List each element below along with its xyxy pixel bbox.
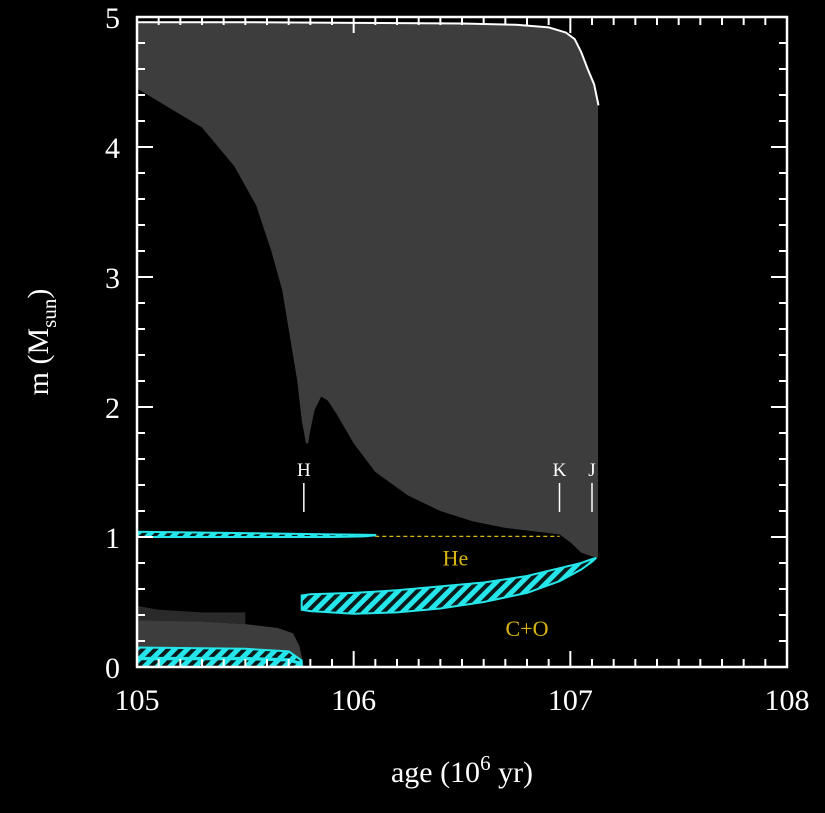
x-axis-title: age (106 yr): [391, 751, 533, 789]
region-label: C+O: [506, 616, 549, 641]
plot-area: [136, 21, 600, 668]
y-tick-label: 4: [105, 132, 120, 165]
axes: 105 106 107 108 0 1 2 3 4 5: [105, 2, 810, 717]
core-burning-band-upper: [136, 646, 303, 665]
y-tick-label: 1: [105, 522, 120, 555]
annotations: H K J He C+O: [297, 460, 596, 641]
y-axis-title: m (Msun): [22, 289, 61, 396]
he-burning-shell: [300, 556, 597, 615]
y-tick-label: 3: [105, 262, 120, 295]
stellar-mass-line: [137, 21, 600, 106]
region-label: He: [443, 546, 469, 571]
marker-label-h: H: [297, 460, 311, 481]
y-tick-label: 0: [105, 652, 120, 685]
marker-label-k: K: [553, 460, 567, 481]
x-tick-label: 107: [548, 684, 593, 717]
x-tick-label: 105: [115, 684, 160, 717]
core-convection-edge: [137, 605, 246, 625]
x-tick-label: 106: [331, 684, 376, 717]
x-tick-label: 108: [765, 684, 810, 717]
h-burning-shell: [136, 530, 377, 538]
envelope-convection-region: [137, 22, 599, 558]
y-tick-label: 5: [105, 2, 120, 35]
marker-label-j: J: [588, 460, 595, 481]
y-tick-label: 2: [105, 392, 120, 425]
